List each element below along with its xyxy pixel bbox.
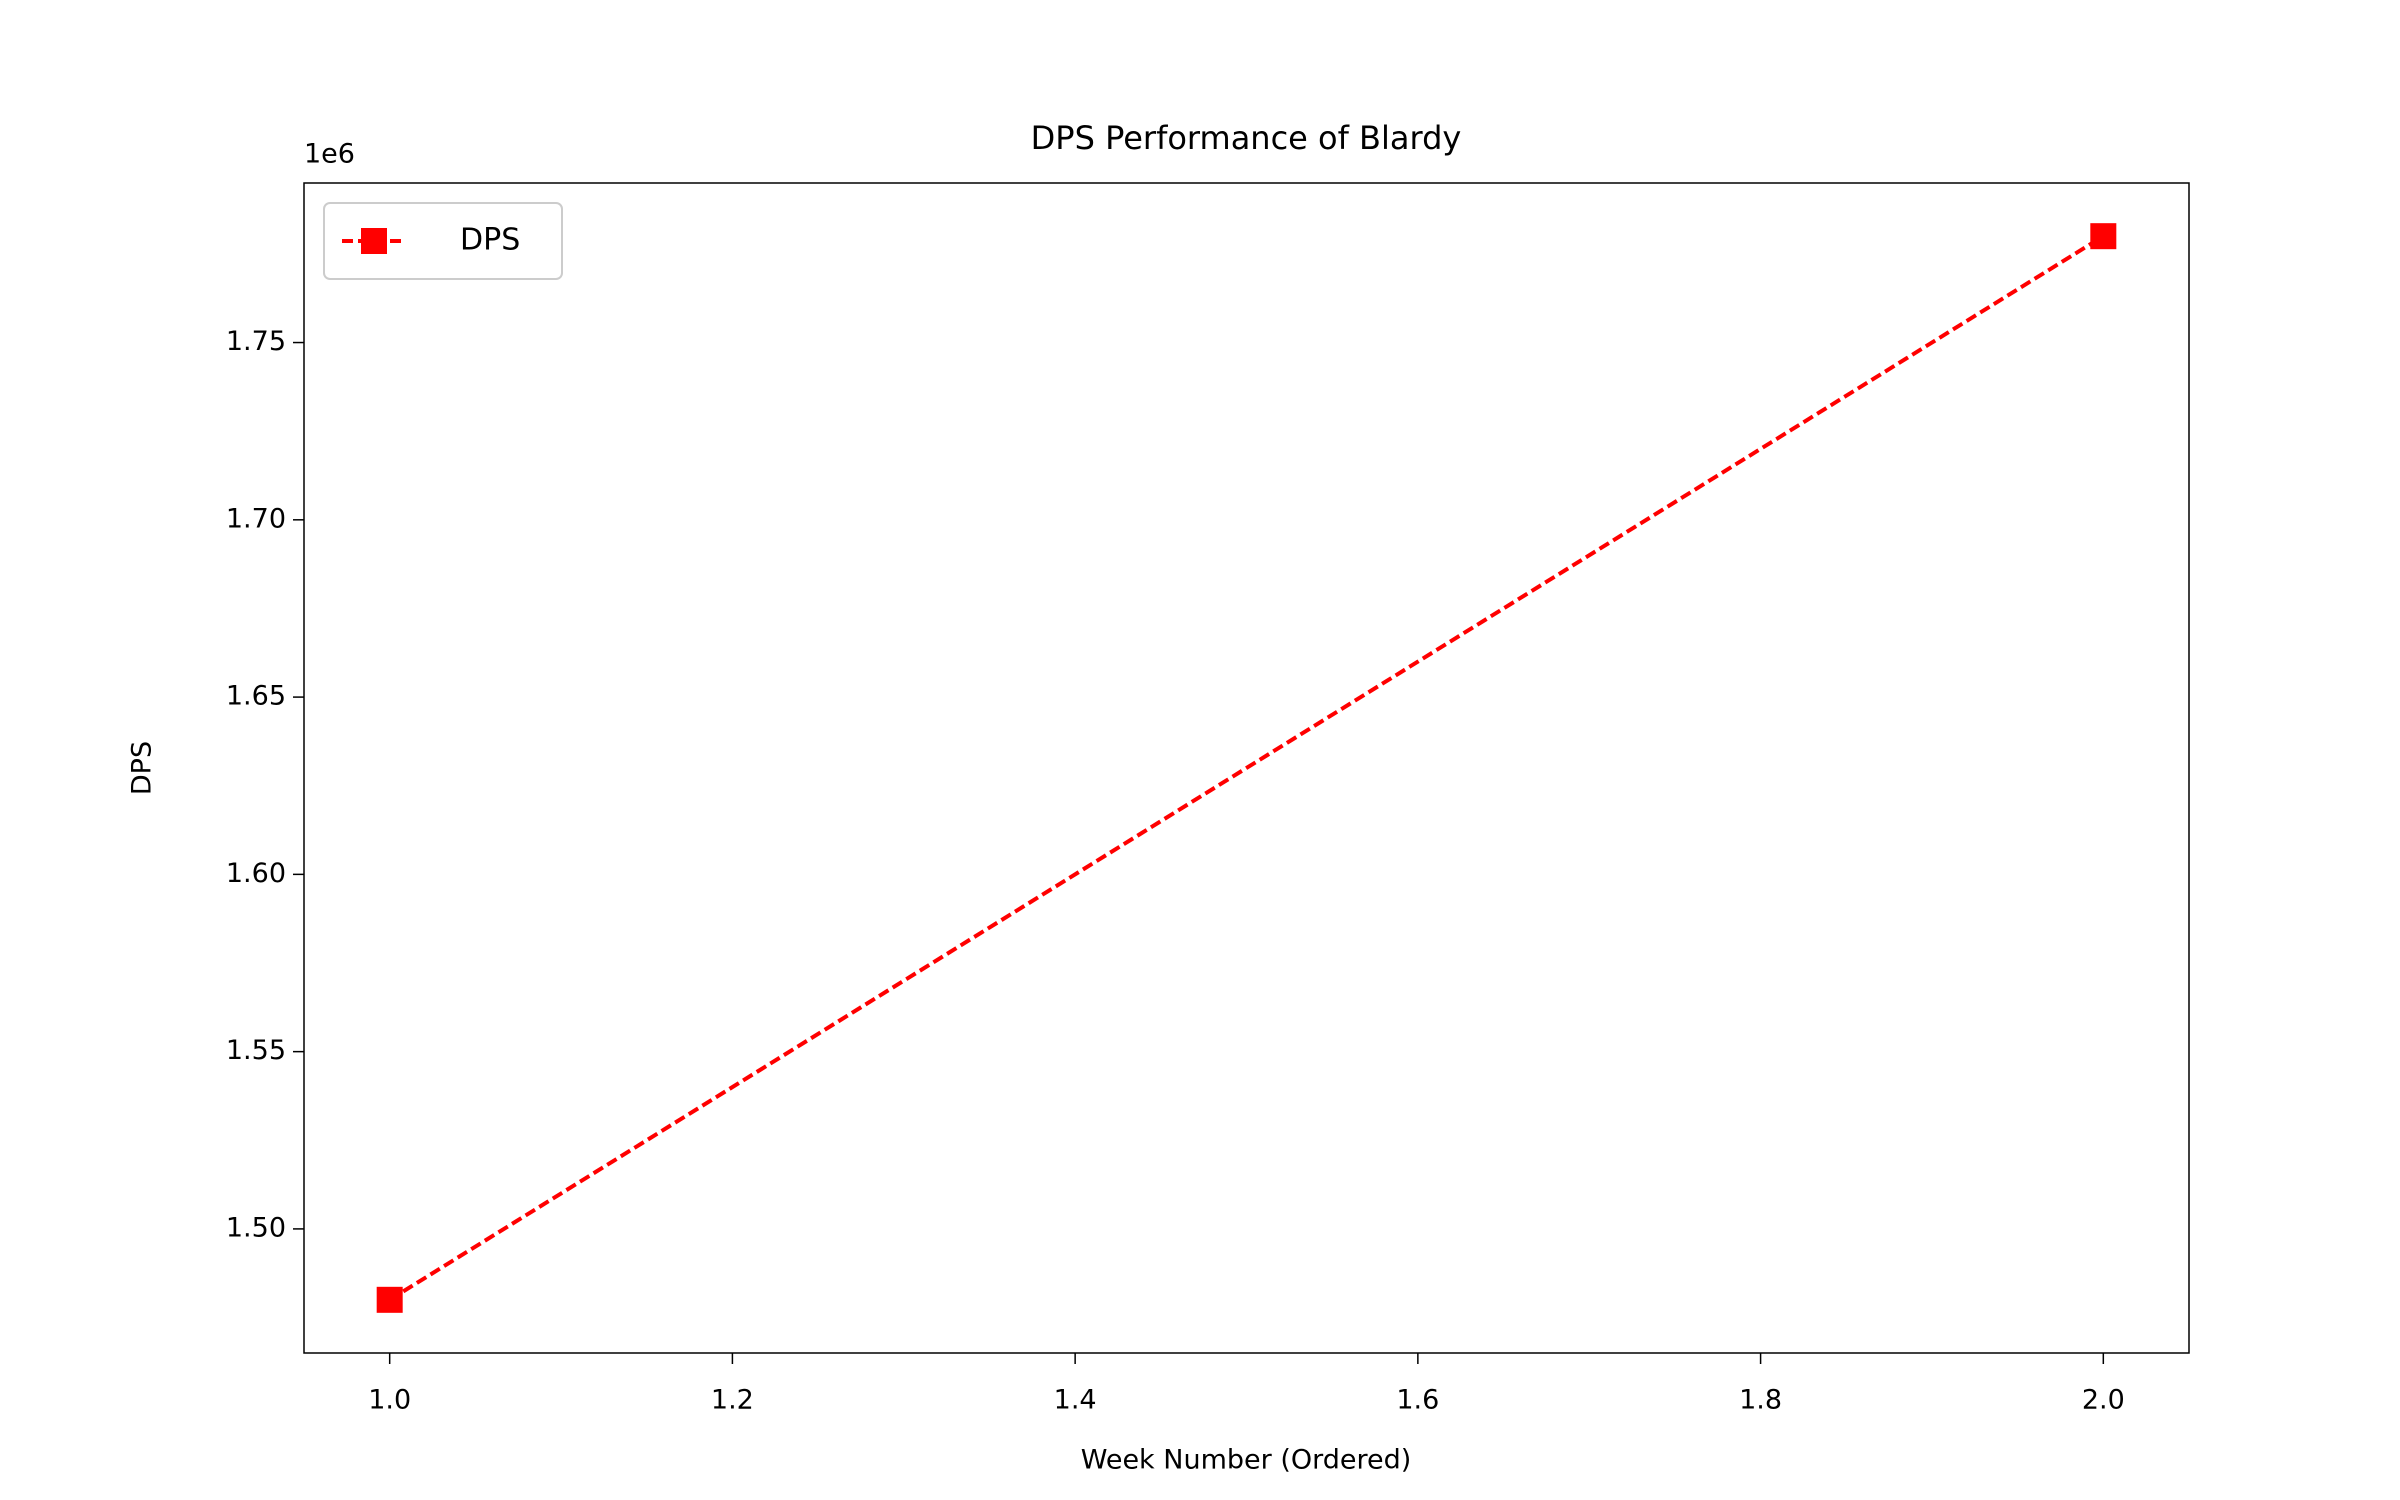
x-tick-label: 1.2 (711, 1385, 754, 1416)
y-tick-label: 1.60 (226, 858, 286, 889)
data-marker (2090, 223, 2117, 250)
legend-box (323, 202, 563, 280)
y-tick-label: 1.70 (226, 503, 286, 534)
y-offset-label: 1e6 (304, 139, 355, 170)
x-tick-label: 2.0 (2082, 1385, 2125, 1416)
chart-title: DPS Performance of Blardy (1031, 119, 1462, 157)
y-tick-label: 1.65 (226, 681, 286, 712)
x-tick-label: 1.4 (1054, 1385, 1097, 1416)
y-tick-label: 1.55 (226, 1035, 286, 1066)
x-tick-label: 1.8 (1739, 1385, 1782, 1416)
plot-frame (303, 182, 2190, 1354)
data-marker (376, 1286, 403, 1313)
legend-label: DPS (460, 223, 520, 258)
y-tick-label: 1.75 (226, 326, 286, 357)
y-tick-label: 1.50 (226, 1212, 286, 1243)
data-line (388, 234, 2105, 1302)
legend-marker (361, 228, 387, 254)
y-axis-label: DPS (127, 741, 158, 795)
x-axis-label: Week Number (Ordered) (1081, 1445, 1412, 1476)
x-tick-label: 1.6 (1396, 1385, 1439, 1416)
x-tick-label: 1.0 (368, 1385, 411, 1416)
